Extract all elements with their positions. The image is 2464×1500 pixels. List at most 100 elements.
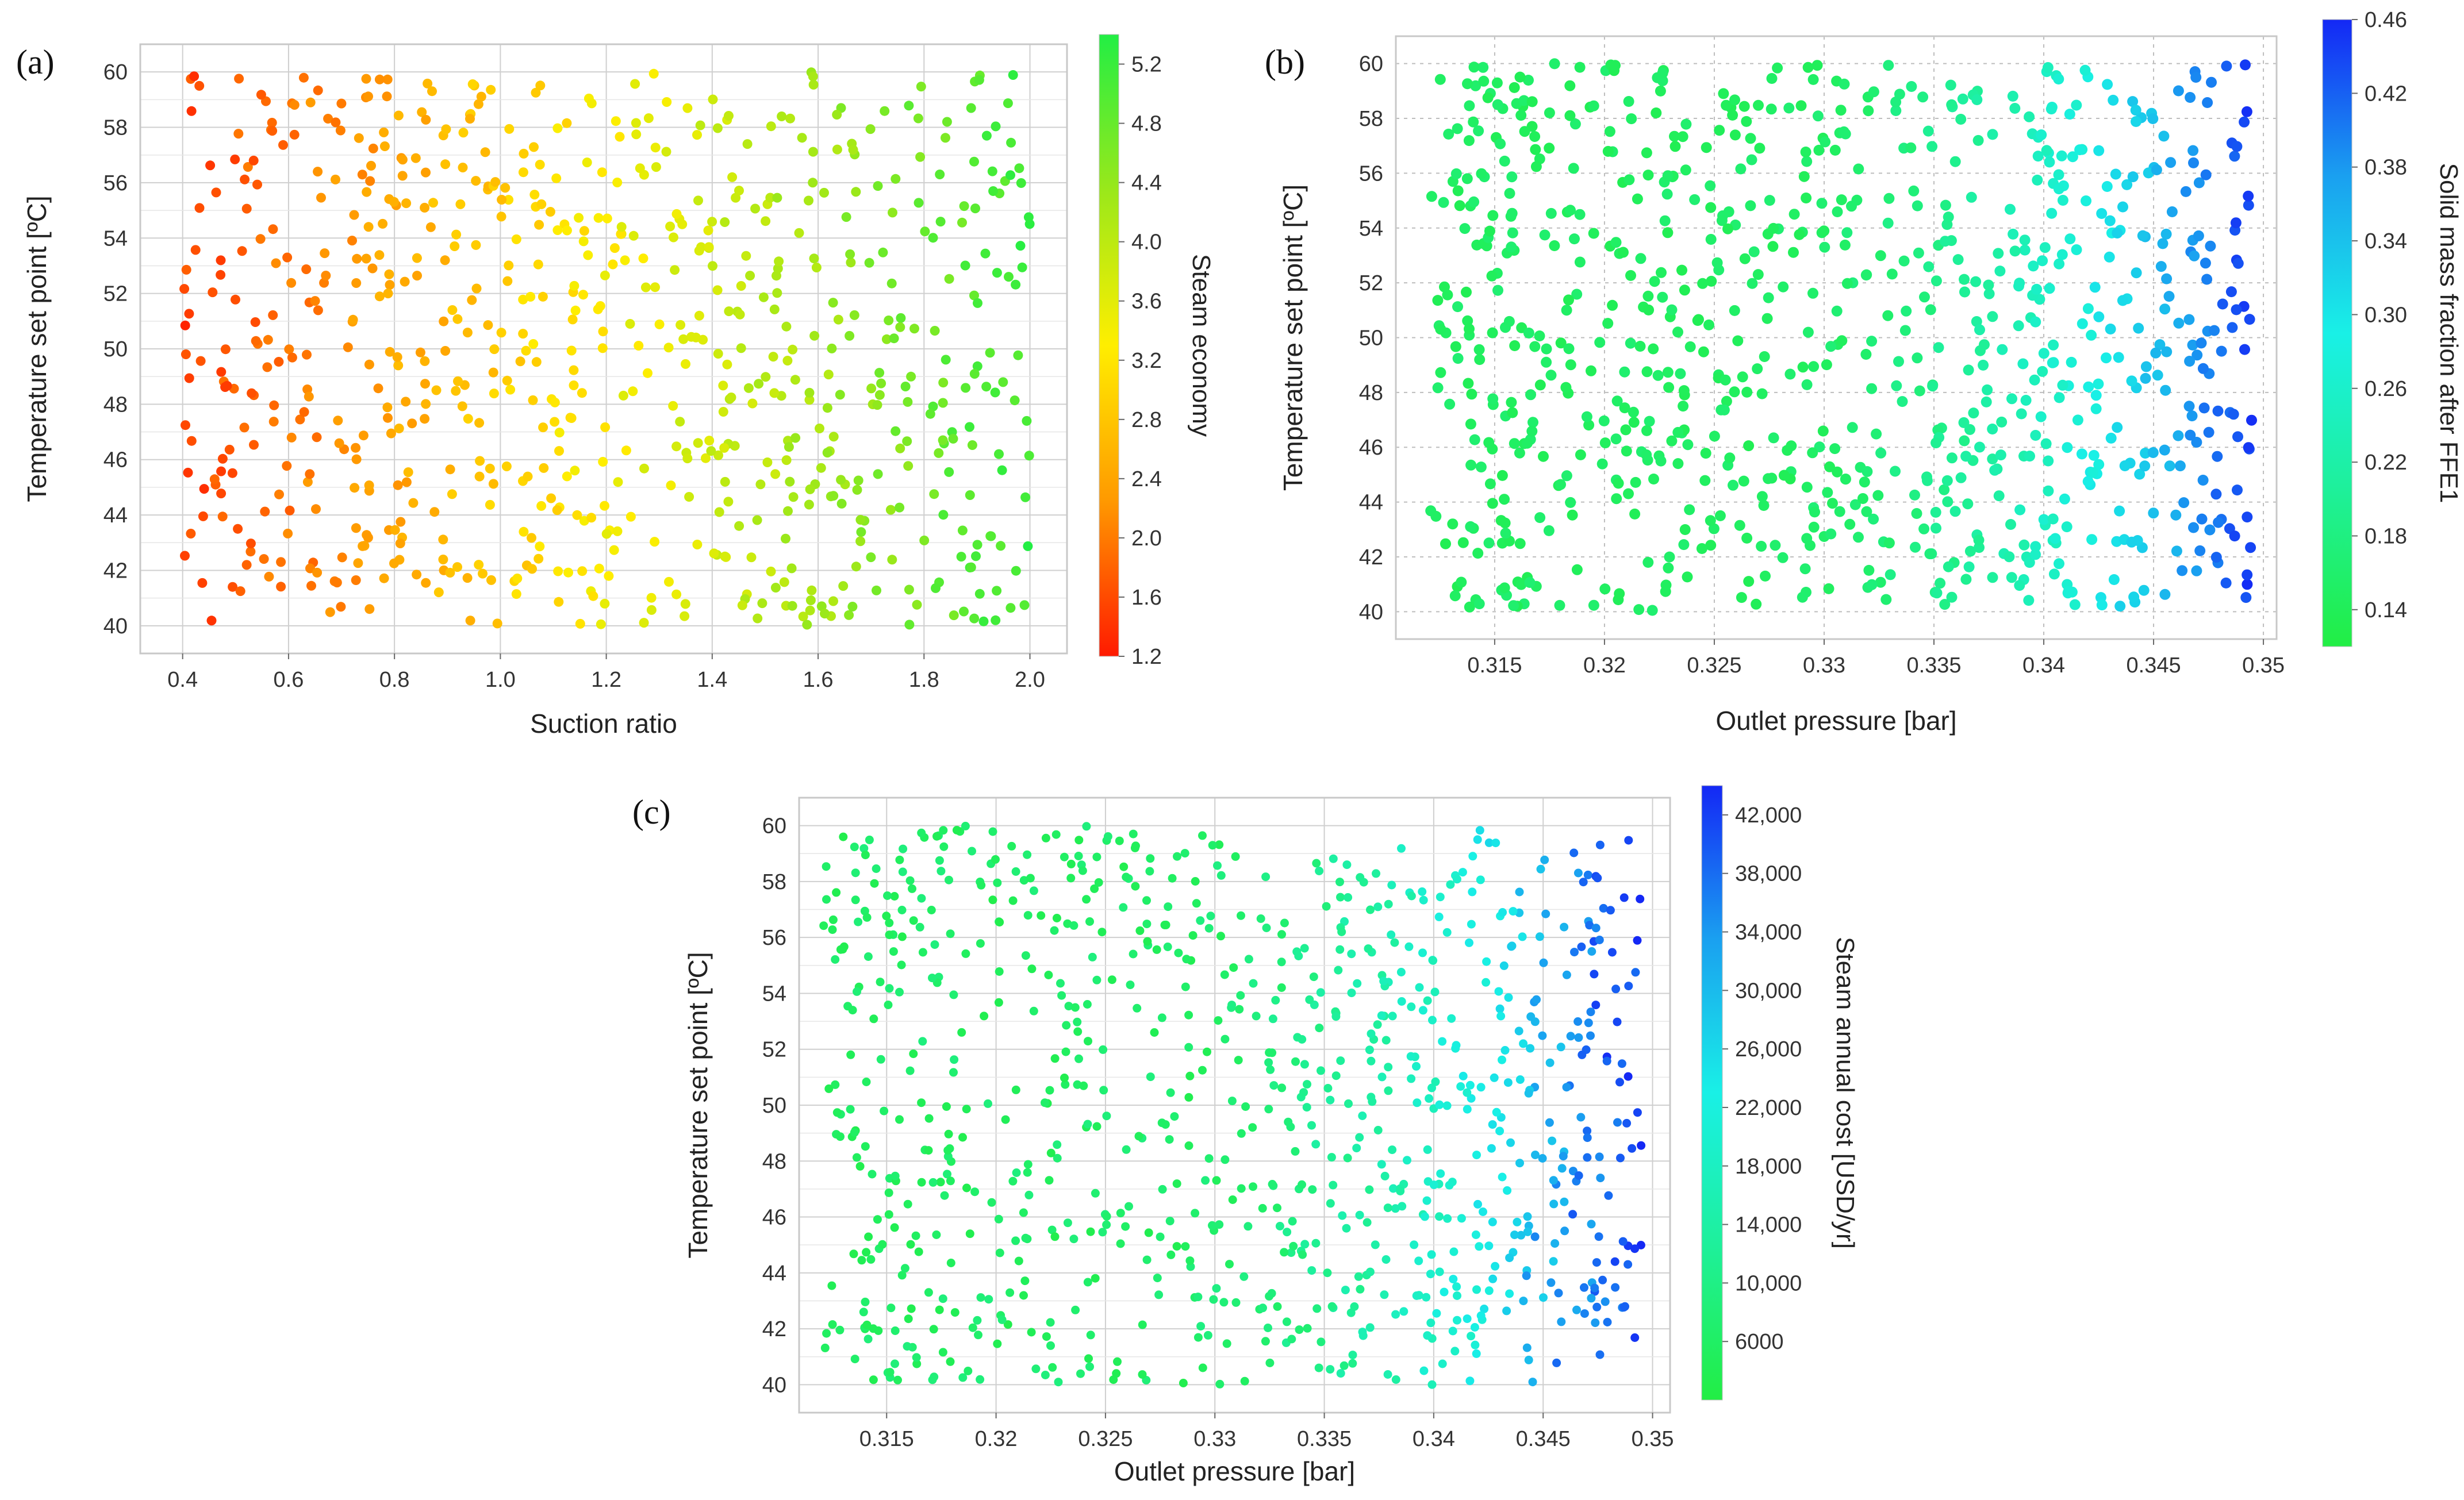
scatter-point: [981, 130, 992, 141]
scatter-point: [593, 213, 604, 223]
x-tick-label: 0.315: [1467, 653, 1522, 678]
scatter-point: [539, 463, 549, 473]
scatter-point: [898, 867, 907, 876]
scatter-point: [1300, 1240, 1310, 1249]
scatter-point: [1621, 445, 1632, 457]
scatter-point: [1560, 1226, 1569, 1236]
scatter-point: [990, 387, 1000, 398]
scatter-point: [701, 453, 711, 463]
scatter-point: [490, 177, 501, 187]
scatter-point: [1138, 1370, 1147, 1379]
scatter-point: [758, 292, 769, 302]
scatter-point: [1946, 452, 1958, 464]
scatter-point: [1910, 541, 1921, 553]
scatter-point: [1625, 337, 1636, 349]
scatter-point: [2054, 392, 2065, 403]
scatter-point: [1555, 337, 1567, 349]
scatter-point: [216, 270, 226, 280]
scatter-point: [1277, 930, 1286, 939]
scatter-point: [1314, 1363, 1323, 1372]
scatter-point: [938, 1294, 947, 1303]
scatter-point: [1588, 100, 1599, 111]
scatter-point: [1738, 475, 1749, 487]
scatter-point: [1021, 951, 1030, 960]
scatter-point: [1487, 1144, 1496, 1153]
scatter-point: [531, 87, 541, 98]
scatter-point: [1721, 395, 1732, 407]
scatter-point: [1061, 1047, 1070, 1056]
scatter-point: [2128, 591, 2140, 603]
scatter-point: [1249, 979, 1258, 988]
scatter-point: [1083, 1278, 1092, 1287]
scatter-point: [862, 913, 872, 922]
scatter-point: [1373, 902, 1383, 911]
scatter-point: [808, 178, 818, 188]
scatter-point: [886, 1303, 896, 1313]
scatter-point: [1505, 1289, 1514, 1298]
scatter-point: [1452, 123, 1463, 134]
x-axis-label: Outlet pressure [bar]: [1715, 706, 1956, 736]
scatter-point: [781, 321, 792, 332]
x-tick-label: 1.8: [909, 668, 939, 692]
scatter-point: [949, 1068, 958, 1077]
scatter-point: [1473, 125, 1484, 137]
scatter-point: [680, 599, 690, 609]
x-tick-label: 1.4: [697, 668, 727, 692]
scatter-point: [957, 525, 968, 536]
scatter-point: [634, 341, 644, 351]
scatter-point: [1444, 398, 1456, 410]
scatter-point: [1442, 928, 1452, 937]
scatter-point: [2113, 352, 2124, 363]
scatter-point: [851, 895, 860, 905]
scatter-point: [2183, 314, 2195, 325]
scatter-point: [1129, 829, 1138, 839]
scatter-point: [1592, 1302, 1602, 1311]
scatter-point: [439, 316, 449, 326]
scatter-point: [2160, 228, 2172, 240]
scatter-point: [2232, 484, 2243, 496]
scatter-point: [956, 552, 966, 562]
colorbar-tick-label: 3.2: [1131, 349, 1162, 373]
scatter-point: [978, 616, 989, 626]
scatter-point: [1886, 268, 1898, 280]
scatter-point: [835, 1325, 845, 1334]
scatter-point: [1522, 437, 1533, 449]
scatter-point: [784, 442, 794, 452]
scatter-point: [1491, 77, 1503, 89]
scatter-point: [465, 616, 475, 626]
scatter-point: [260, 506, 270, 517]
scatter-point: [1635, 253, 1646, 264]
scatter-point: [724, 111, 734, 121]
scatter-point: [903, 1199, 912, 1209]
scatter-point: [2193, 230, 2204, 241]
scatter-point: [966, 103, 976, 113]
scatter-point: [734, 521, 744, 531]
scatter-point: [1623, 96, 1634, 107]
scatter-point: [772, 193, 782, 203]
scatter-point: [1611, 984, 1621, 994]
scatter-point: [1468, 887, 1477, 897]
scatter-point: [1020, 492, 1031, 502]
scatter-point: [1909, 489, 1920, 501]
scatter-point: [713, 450, 723, 460]
scatter-point: [1227, 1001, 1237, 1010]
scatter-point: [1718, 88, 1729, 99]
scatter-point: [885, 930, 894, 940]
scatter-point: [808, 71, 818, 82]
scatter-point: [654, 319, 665, 329]
scatter-point: [1092, 852, 1101, 861]
scatter-point: [1514, 1026, 1523, 1036]
scatter-point: [465, 114, 475, 124]
x-tick-label: 0.8: [379, 668, 410, 692]
scatter-point: [452, 314, 463, 324]
scatter-point: [684, 492, 694, 502]
scatter-point: [1993, 490, 2005, 502]
scatter-point: [1240, 1376, 1249, 1386]
scatter-point: [844, 610, 854, 620]
scatter-point: [1943, 561, 1954, 572]
scatter-point: [1946, 99, 1958, 110]
scatter-point: [1602, 318, 1614, 329]
scatter-point: [453, 376, 463, 386]
scatter-point: [920, 226, 930, 237]
scatter-point: [392, 352, 402, 362]
